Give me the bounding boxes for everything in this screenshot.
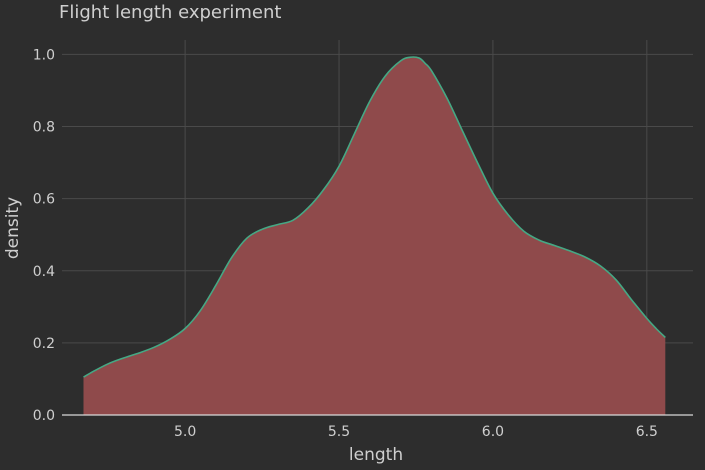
x-tick-labels: 5.0 5.5 6.0 6.5: [174, 424, 658, 440]
y-tick-label: 1.0: [33, 47, 55, 63]
chart-title: Flight length experiment: [59, 2, 281, 23]
x-axis-label: length: [349, 445, 403, 465]
y-tick-label: 0.2: [33, 336, 55, 352]
y-tick-label: 0.4: [33, 264, 55, 280]
x-tick-label: 6.0: [482, 424, 504, 440]
x-tick-label: 5.0: [174, 424, 196, 440]
x-tick-label: 5.5: [328, 424, 350, 440]
y-axis-label: density: [3, 197, 23, 259]
y-tick-label: 0.8: [33, 120, 55, 136]
x-tick-label: 6.5: [636, 424, 658, 440]
y-tick-label: 0.6: [33, 192, 55, 208]
y-tick-label: 0.0: [33, 408, 55, 424]
y-tick-labels: 0.0 0.2 0.4 0.6 0.8 1.0: [33, 47, 55, 424]
density-curve: [83, 56, 666, 378]
density-area: [83, 57, 666, 416]
